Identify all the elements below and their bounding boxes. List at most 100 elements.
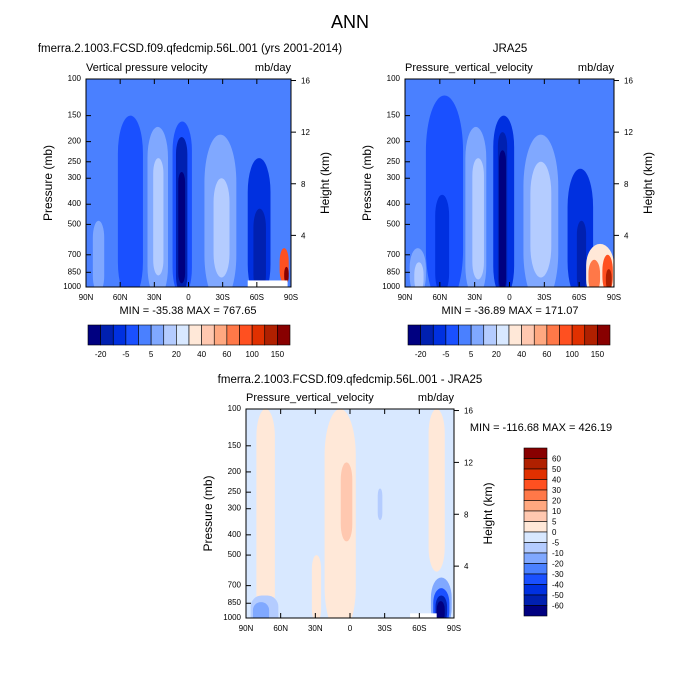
colorbar-box — [112, 324, 127, 346]
colorbar-label: -40 — [552, 581, 564, 590]
y-tick-label: 700 — [387, 250, 401, 259]
colorbar-box — [523, 521, 548, 533]
colorbar-label: 20 — [172, 350, 181, 359]
contour-region — [213, 178, 230, 278]
x-tick-label: 90N — [79, 293, 94, 302]
y-axis-label: Pressure (mb) — [201, 475, 215, 551]
colorbar-box — [496, 324, 510, 346]
x-tick-label: 90S — [284, 293, 298, 302]
contour-region — [428, 409, 445, 572]
colorbar-box — [523, 479, 548, 491]
contour-region — [377, 488, 383, 521]
contour-region — [311, 555, 322, 618]
colorbar-box — [523, 468, 548, 480]
x-tick-label: 30N — [467, 293, 482, 302]
y-right-axis-label: Height (km) — [481, 482, 495, 544]
x-tick-label: 90S — [607, 293, 621, 302]
colorbar-box — [523, 542, 548, 554]
colorbar-box — [523, 563, 548, 575]
min-max-stats: MIN = -36.89 MAX = 171.07 — [442, 305, 579, 317]
colorbar-box — [523, 573, 548, 585]
colorbar-box — [523, 500, 548, 512]
x-tick-label: 0 — [507, 293, 512, 302]
y-tick-label: 150 — [68, 111, 82, 120]
colorbar-box — [571, 324, 586, 346]
colorbar-box — [597, 324, 611, 346]
colorbar-label: 10 — [552, 507, 561, 516]
x-tick-label: 0 — [348, 624, 353, 633]
y-axis-label: Pressure (mb) — [360, 145, 374, 221]
contour-region — [576, 220, 587, 287]
colorbar-box — [125, 324, 139, 346]
x-tick-label: 30S — [537, 293, 551, 302]
x-tick-label: 90N — [239, 624, 254, 633]
colorbar-box — [226, 324, 240, 346]
figure-title: ANN — [331, 12, 369, 32]
colorbar-box — [100, 324, 114, 346]
y-right-tick-label: 8 — [464, 510, 469, 519]
x-tick-label: 60S — [412, 624, 426, 633]
colorbar-box — [188, 324, 202, 346]
colorbar-label: 60 — [222, 350, 231, 359]
y-tick-label: 200 — [387, 137, 401, 146]
contour-region — [253, 208, 266, 287]
y-tick-label: 250 — [68, 157, 82, 166]
colorbar-box — [483, 324, 497, 346]
colorbar-box — [523, 531, 548, 543]
colorbar-box — [213, 324, 228, 346]
contour-region — [92, 220, 105, 287]
colorbar-label: -5 — [442, 350, 450, 359]
y-tick-label: 500 — [228, 550, 242, 559]
units-string: mb/day — [578, 62, 615, 74]
y-tick-label: 150 — [387, 111, 401, 120]
y-right-tick-label: 8 — [624, 180, 629, 189]
missing-data-region — [247, 280, 288, 287]
contour-region — [605, 269, 612, 287]
y-tick-label: 1000 — [223, 613, 241, 622]
x-tick-label: 30N — [147, 293, 162, 302]
colorbar-label: 30 — [552, 486, 561, 495]
panel-model: fmerra.2.1003.FCSD.f09.qfedcmip.56L.001 … — [38, 43, 342, 359]
contour-field — [246, 409, 454, 618]
colorbar-box — [251, 324, 266, 346]
panel-difference: fmerra.2.1003.FCSD.f09.qfedcmip.56L.001 … — [201, 374, 612, 633]
panel-title: fmerra.2.1003.FCSD.f09.qfedcmip.56L.001 … — [218, 374, 483, 386]
contour-region — [414, 262, 424, 287]
y-tick-label: 100 — [387, 74, 401, 83]
y-tick-label: 500 — [68, 219, 82, 228]
colorbar-box — [458, 324, 472, 346]
colorbar-box — [559, 324, 573, 346]
colorbar-box — [87, 324, 101, 346]
y-right-tick-label: 12 — [624, 128, 633, 137]
y-right-tick-label: 4 — [464, 562, 469, 571]
contour-region — [472, 158, 484, 280]
y-tick-label: 300 — [68, 173, 82, 182]
contour-region — [499, 150, 507, 287]
x-tick-label: 60N — [113, 293, 128, 302]
colorbar-box — [407, 324, 421, 346]
colorbar-box — [523, 584, 548, 596]
colorbar-label: 40 — [517, 350, 526, 359]
y-tick-label: 100 — [68, 74, 82, 83]
left-string: Pressure_vertical_velocity — [246, 392, 374, 404]
left-string: Pressure_vertical_velocity — [405, 62, 533, 74]
contour-region — [252, 602, 270, 618]
y-right-axis-label: Height (km) — [318, 152, 332, 214]
x-tick-label: 90N — [398, 293, 413, 302]
contour-region — [117, 115, 143, 287]
units-string: mb/day — [255, 62, 292, 74]
y-right-tick-label: 16 — [624, 77, 633, 86]
colorbar-box — [138, 324, 152, 346]
colorbar-label: -10 — [552, 549, 564, 558]
contour-region — [153, 158, 164, 276]
y-tick-label: 250 — [228, 487, 242, 496]
y-right-tick-label: 4 — [624, 231, 629, 240]
y-right-tick-label: 8 — [301, 180, 306, 189]
y-tick-label: 1000 — [63, 282, 81, 291]
colorbar-box — [176, 324, 190, 346]
y-tick-label: 300 — [387, 173, 401, 182]
colorbar-label: 5 — [149, 350, 154, 359]
contour-region — [436, 601, 445, 618]
colorbar-box — [420, 324, 434, 346]
colorbar-label: -20 — [552, 560, 564, 569]
